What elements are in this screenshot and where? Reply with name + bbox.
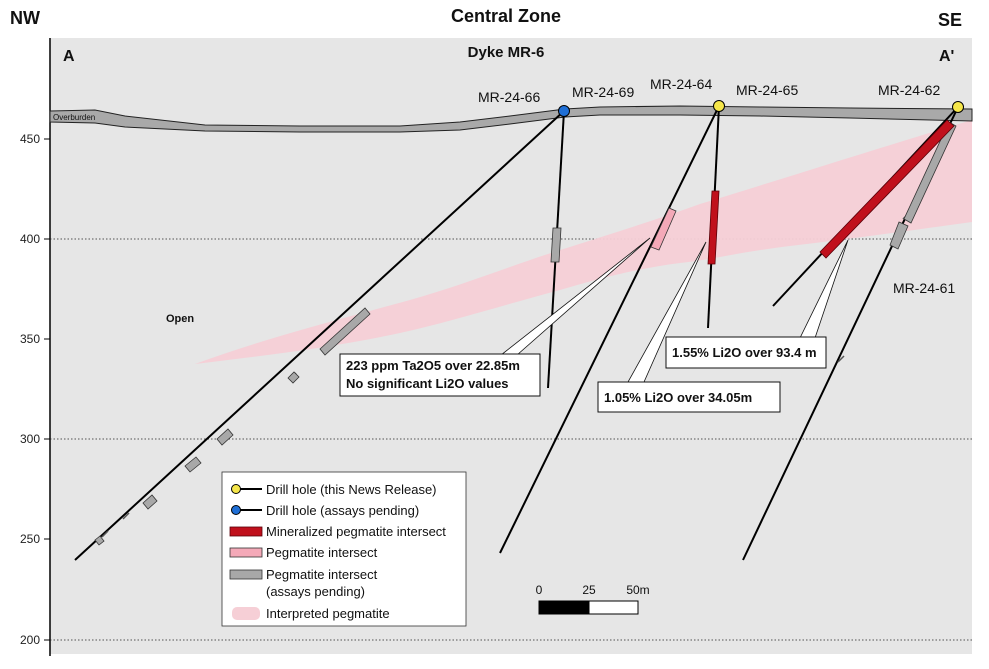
- legend-text-pending-2: (assays pending): [266, 584, 365, 599]
- legend-item-interpreted: Interpreted pegmatite: [232, 606, 390, 621]
- collar-mr-24-62-61: [952, 101, 964, 113]
- callout-ta2o5: 223 ppm Ta2O5 over 22.85m No significant…: [339, 353, 541, 397]
- direction-se: SE: [938, 10, 962, 30]
- direction-nw: NW: [10, 8, 40, 28]
- label-mr-24-61: MR-24-61: [893, 280, 955, 296]
- tick-label-400: 400: [20, 232, 40, 246]
- scale-bar-white: [588, 600, 639, 615]
- callout-ta2o5-line2: No significant Li2O values: [346, 376, 509, 391]
- overburden-layer: [49, 105, 973, 133]
- label-mr-24-65: MR-24-65: [736, 82, 798, 98]
- scale-bar: 0 25 50m: [536, 583, 650, 615]
- scale-label-25: 25: [582, 583, 596, 597]
- trace-mr-24-66: [74, 110, 565, 561]
- mineralized-intersect-65: [707, 190, 720, 265]
- section-start-label: A: [63, 48, 75, 65]
- label-mr-24-64: MR-24-64: [650, 76, 712, 92]
- pending-intersect-69: [550, 227, 562, 263]
- blue-collar-icon: [231, 505, 241, 515]
- legend-item-mineralized: Mineralized pegmatite intersect: [229, 524, 446, 539]
- pending-intersect-61-upper: [903, 121, 957, 224]
- legend-item-release: Drill hole (this News Release): [231, 482, 437, 497]
- legend-text-pending-hole: Drill hole (assays pending): [266, 503, 419, 518]
- legend-item-pending-pegmatite: Pegmatite intersect (assays pending): [229, 567, 378, 599]
- scale-label-50: 50m: [626, 583, 649, 597]
- tick-label-450: 450: [20, 132, 40, 146]
- legend-text-pegmatite: Pegmatite intersect: [266, 545, 378, 560]
- interpreted-pegmatite-zone: [195, 120, 972, 364]
- pending-intersect-66-a: [319, 307, 371, 356]
- mineralized-swatch: [229, 526, 263, 537]
- legend-item-pegmatite: Pegmatite intersect: [229, 545, 378, 560]
- legend-text-release: Drill hole (this News Release): [266, 482, 437, 497]
- pegmatite-intersect-64: [650, 207, 677, 251]
- callout-li2o-105-text: 1.05% Li2O over 34.05m: [604, 390, 752, 405]
- label-mr-24-66: MR-24-66: [478, 89, 540, 105]
- legend-text-interpreted: Interpreted pegmatite: [266, 606, 390, 621]
- legend: Drill hole (this News Release) Drill hol…: [221, 471, 467, 627]
- tick-label-250: 250: [20, 532, 40, 546]
- legend-item-pending-hole: Drill hole (assays pending): [231, 503, 419, 518]
- label-mr-24-69: MR-24-69: [572, 84, 634, 100]
- tick-label-350: 350: [20, 332, 40, 346]
- callout-li2o-155-text: 1.55% Li2O over 93.4 m: [672, 345, 817, 360]
- scale-bar-black: [538, 600, 590, 615]
- callout-li2o-105: 1.05% Li2O over 34.05m: [597, 381, 781, 413]
- scale-label-0: 0: [536, 583, 543, 597]
- pending-intersect-66-d: [184, 456, 202, 473]
- collar-mr-24-64-65: [713, 100, 725, 112]
- legend-box: [221, 471, 467, 627]
- elevation-tick-marks: [44, 138, 50, 641]
- pending-intersect-66-f: [94, 535, 105, 546]
- pending-intersect-66-b: [287, 371, 300, 384]
- legend-text-mineralized: Mineralized pegmatite intersect: [266, 524, 446, 539]
- yellow-collar-icon: [231, 484, 241, 494]
- tick-label-200: 200: [20, 633, 40, 647]
- label-mr-24-62: MR-24-62: [878, 82, 940, 98]
- interpreted-swatch: [232, 607, 260, 620]
- pending-intersect-61-lower: [889, 221, 909, 250]
- figure-title: Central Zone: [451, 6, 561, 26]
- pending-intersects: [94, 121, 957, 546]
- dyke-label: Dyke MR-6: [468, 44, 545, 61]
- open-label: Open: [166, 313, 194, 325]
- pending-intersect-66-c: [216, 428, 234, 446]
- pending-intersect-66-e: [142, 494, 158, 510]
- collar-mr-24-66-69: [558, 105, 570, 117]
- callout-leaders: [499, 237, 849, 383]
- callout-ta2o5-line1: 223 ppm Ta2O5 over 22.85m: [346, 358, 520, 373]
- callout-li2o-155: 1.55% Li2O over 93.4 m: [665, 336, 827, 369]
- mineralized-intersect-62: [819, 119, 955, 259]
- tick-label-300: 300: [20, 432, 40, 446]
- legend-text-pending-1: Pegmatite intersect: [266, 567, 378, 582]
- pending-swatch: [229, 569, 263, 580]
- section-end-label: A': [939, 48, 954, 65]
- overburden-label: Overburden: [53, 113, 95, 122]
- trace-mr-24-64: [499, 105, 720, 554]
- pegmatite-swatch: [229, 547, 263, 558]
